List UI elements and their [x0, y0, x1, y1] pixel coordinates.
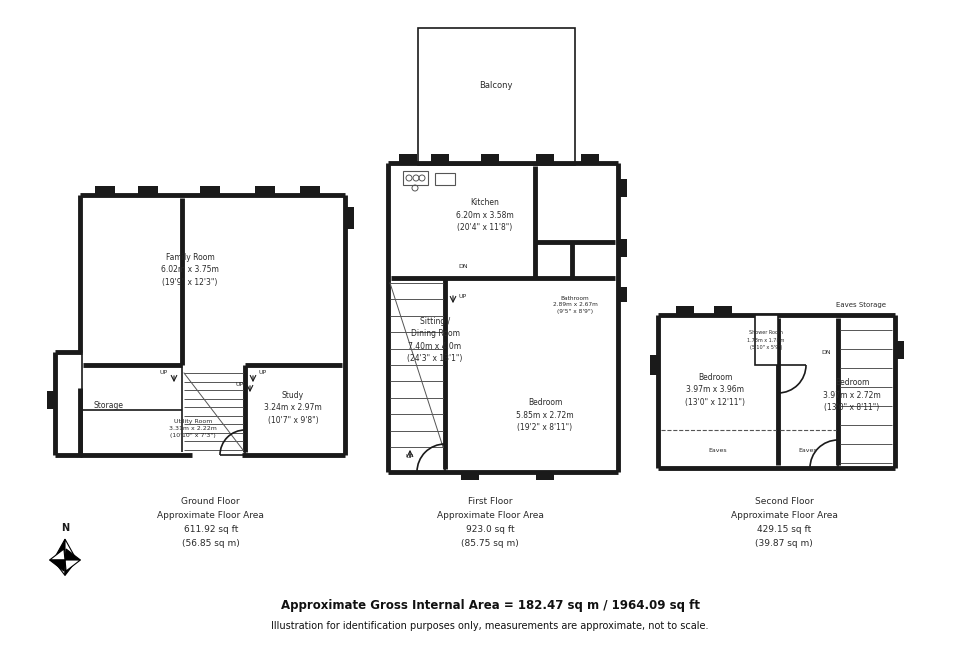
Text: DN: DN — [459, 264, 467, 268]
Bar — [581, 154, 599, 163]
Polygon shape — [65, 549, 80, 560]
Text: Balcony: Balcony — [479, 80, 513, 89]
Text: DN: DN — [821, 351, 831, 355]
Bar — [650, 355, 658, 375]
Bar — [755, 315, 778, 365]
Bar — [403, 171, 428, 185]
Bar — [47, 391, 55, 409]
Polygon shape — [65, 539, 76, 560]
Bar — [55, 352, 82, 455]
Text: Approximate Floor Area: Approximate Floor Area — [436, 511, 544, 520]
Polygon shape — [54, 560, 65, 575]
Bar — [481, 154, 499, 163]
Polygon shape — [50, 560, 65, 571]
Bar — [618, 179, 627, 197]
Text: Utility Room
3.31m x 2.22m
(10'10" x 7'3"): Utility Room 3.31m x 2.22m (10'10" x 7'3… — [170, 419, 217, 438]
Text: Family Room
6.02m x 3.75m
(19'9" x 12'3"): Family Room 6.02m x 3.75m (19'9" x 12'3"… — [161, 253, 219, 287]
Text: Study
3.24m x 2.97m
(10'7" x 9'8"): Study 3.24m x 2.97m (10'7" x 9'8") — [265, 391, 321, 425]
Bar — [388, 163, 618, 472]
Text: Eaves: Eaves — [709, 447, 727, 453]
Text: Second Floor: Second Floor — [755, 498, 813, 507]
Bar — [399, 154, 417, 163]
Text: UP: UP — [459, 293, 467, 298]
Bar — [431, 154, 449, 163]
Bar — [200, 186, 220, 195]
Text: Bathroom
2.89m x 2.67m
(9'5" x 8'9"): Bathroom 2.89m x 2.67m (9'5" x 8'9") — [553, 296, 598, 315]
Bar — [618, 287, 627, 302]
Bar — [714, 306, 732, 315]
Polygon shape — [54, 539, 65, 560]
Bar — [536, 154, 554, 163]
Text: (56.85 sq m): (56.85 sq m) — [182, 539, 239, 549]
Text: (85.75 sq m): (85.75 sq m) — [462, 539, 518, 549]
Bar — [461, 471, 479, 480]
Text: Eaves: Eaves — [799, 447, 817, 453]
Text: Approximate Floor Area: Approximate Floor Area — [157, 511, 265, 520]
Text: First Floor: First Floor — [467, 498, 513, 507]
Text: (39.87 sq m): (39.87 sq m) — [756, 539, 812, 549]
Text: UP: UP — [406, 454, 415, 460]
Text: Eaves Storage: Eaves Storage — [836, 302, 886, 308]
Bar — [95, 186, 115, 195]
Text: Shower Room
1.78m x 1.78m
(5'10" x 5'9"): Shower Room 1.78m x 1.78m (5'10" x 5'9") — [748, 330, 785, 349]
Polygon shape — [65, 560, 76, 575]
Bar — [418, 28, 575, 165]
Text: Bedroom
3.97m x 2.72m
(13'0" x 8'11"): Bedroom 3.97m x 2.72m (13'0" x 8'11") — [823, 378, 881, 412]
Text: 611.92 sq ft: 611.92 sq ft — [183, 526, 238, 535]
Bar — [618, 239, 627, 257]
Bar — [255, 186, 275, 195]
Polygon shape — [50, 549, 65, 560]
Bar — [345, 207, 354, 229]
Bar — [658, 315, 895, 468]
Bar — [435, 173, 455, 185]
Text: Illustration for identification purposes only, measurements are approximate, not: Illustration for identification purposes… — [271, 621, 709, 631]
Text: 429.15 sq ft: 429.15 sq ft — [757, 526, 811, 535]
Text: UP: UP — [160, 370, 168, 375]
Bar — [138, 186, 158, 195]
Text: Sitting /
Dining Room
7.40m x 4.0m
(24'3" x 13'1"): Sitting / Dining Room 7.40m x 4.0m (24'3… — [408, 317, 463, 363]
Text: UP: UP — [259, 370, 268, 375]
Bar — [676, 306, 694, 315]
Bar — [536, 471, 554, 480]
Text: Bedroom
3.97m x 3.96m
(13'0" x 12'11"): Bedroom 3.97m x 3.96m (13'0" x 12'11") — [685, 373, 745, 407]
Text: Approximate Gross Internal Area = 182.47 sq m / 1964.09 sq ft: Approximate Gross Internal Area = 182.47… — [280, 599, 700, 613]
Bar — [895, 341, 904, 359]
Bar — [300, 186, 320, 195]
Text: 923.0 sq ft: 923.0 sq ft — [466, 526, 514, 535]
Polygon shape — [65, 560, 80, 571]
Text: Storage: Storage — [93, 400, 123, 409]
Text: Kitchen
6.20m x 3.58m
(20'4" x 11'8"): Kitchen 6.20m x 3.58m (20'4" x 11'8") — [456, 198, 514, 232]
Text: UP: UP — [236, 383, 244, 387]
Text: Approximate Floor Area: Approximate Floor Area — [730, 511, 838, 520]
Text: Bedroom
5.85m x 2.72m
(19'2" x 8'11"): Bedroom 5.85m x 2.72m (19'2" x 8'11") — [516, 398, 574, 432]
Text: Ground Floor: Ground Floor — [181, 498, 240, 507]
Text: N: N — [61, 523, 69, 533]
Bar — [80, 195, 345, 455]
